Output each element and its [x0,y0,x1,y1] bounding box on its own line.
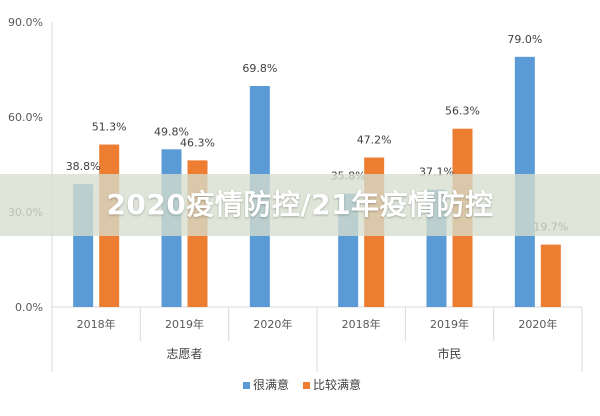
data-label: 69.8% [242,62,277,75]
data-label: 47.2% [357,134,392,147]
axes: 0.0%30.0%60.0%90.0%2018年2019年2020年2018年2… [8,16,583,372]
y-tick-label: 60.0% [8,111,43,124]
group-label: 市民 [437,346,461,361]
y-tick-label: 90.0% [8,16,43,29]
x-tick-label: 2020年 [253,317,292,331]
legend-label: 很满意 [253,377,289,392]
x-tick-label: 2020年 [518,317,557,331]
data-label: 56.3% [445,105,480,118]
y-tick-label: 0.0% [15,301,43,314]
watermark-text: 2020疫情防控/21年疫情防控 [106,188,494,221]
group-label: 志愿者 [166,347,202,361]
data-label: 51.3% [92,121,127,134]
data-label: 49.8% [154,125,189,138]
data-label: 46.3% [180,136,215,149]
x-tick-label: 2019年 [430,317,469,331]
x-tick-label: 2018年 [342,317,381,331]
data-label: 79.0% [507,33,542,46]
x-tick-label: 2019年 [165,317,204,331]
legend-label: 比较满意 [313,377,361,392]
data-label: 38.8% [66,160,101,173]
legend-swatch [243,382,250,389]
x-tick-label: 2018年 [77,317,116,331]
bar-satisfied [540,244,561,307]
legend: 很满意 比较满意 [243,377,361,392]
legend-swatch [303,382,310,389]
watermark-band [0,174,600,236]
